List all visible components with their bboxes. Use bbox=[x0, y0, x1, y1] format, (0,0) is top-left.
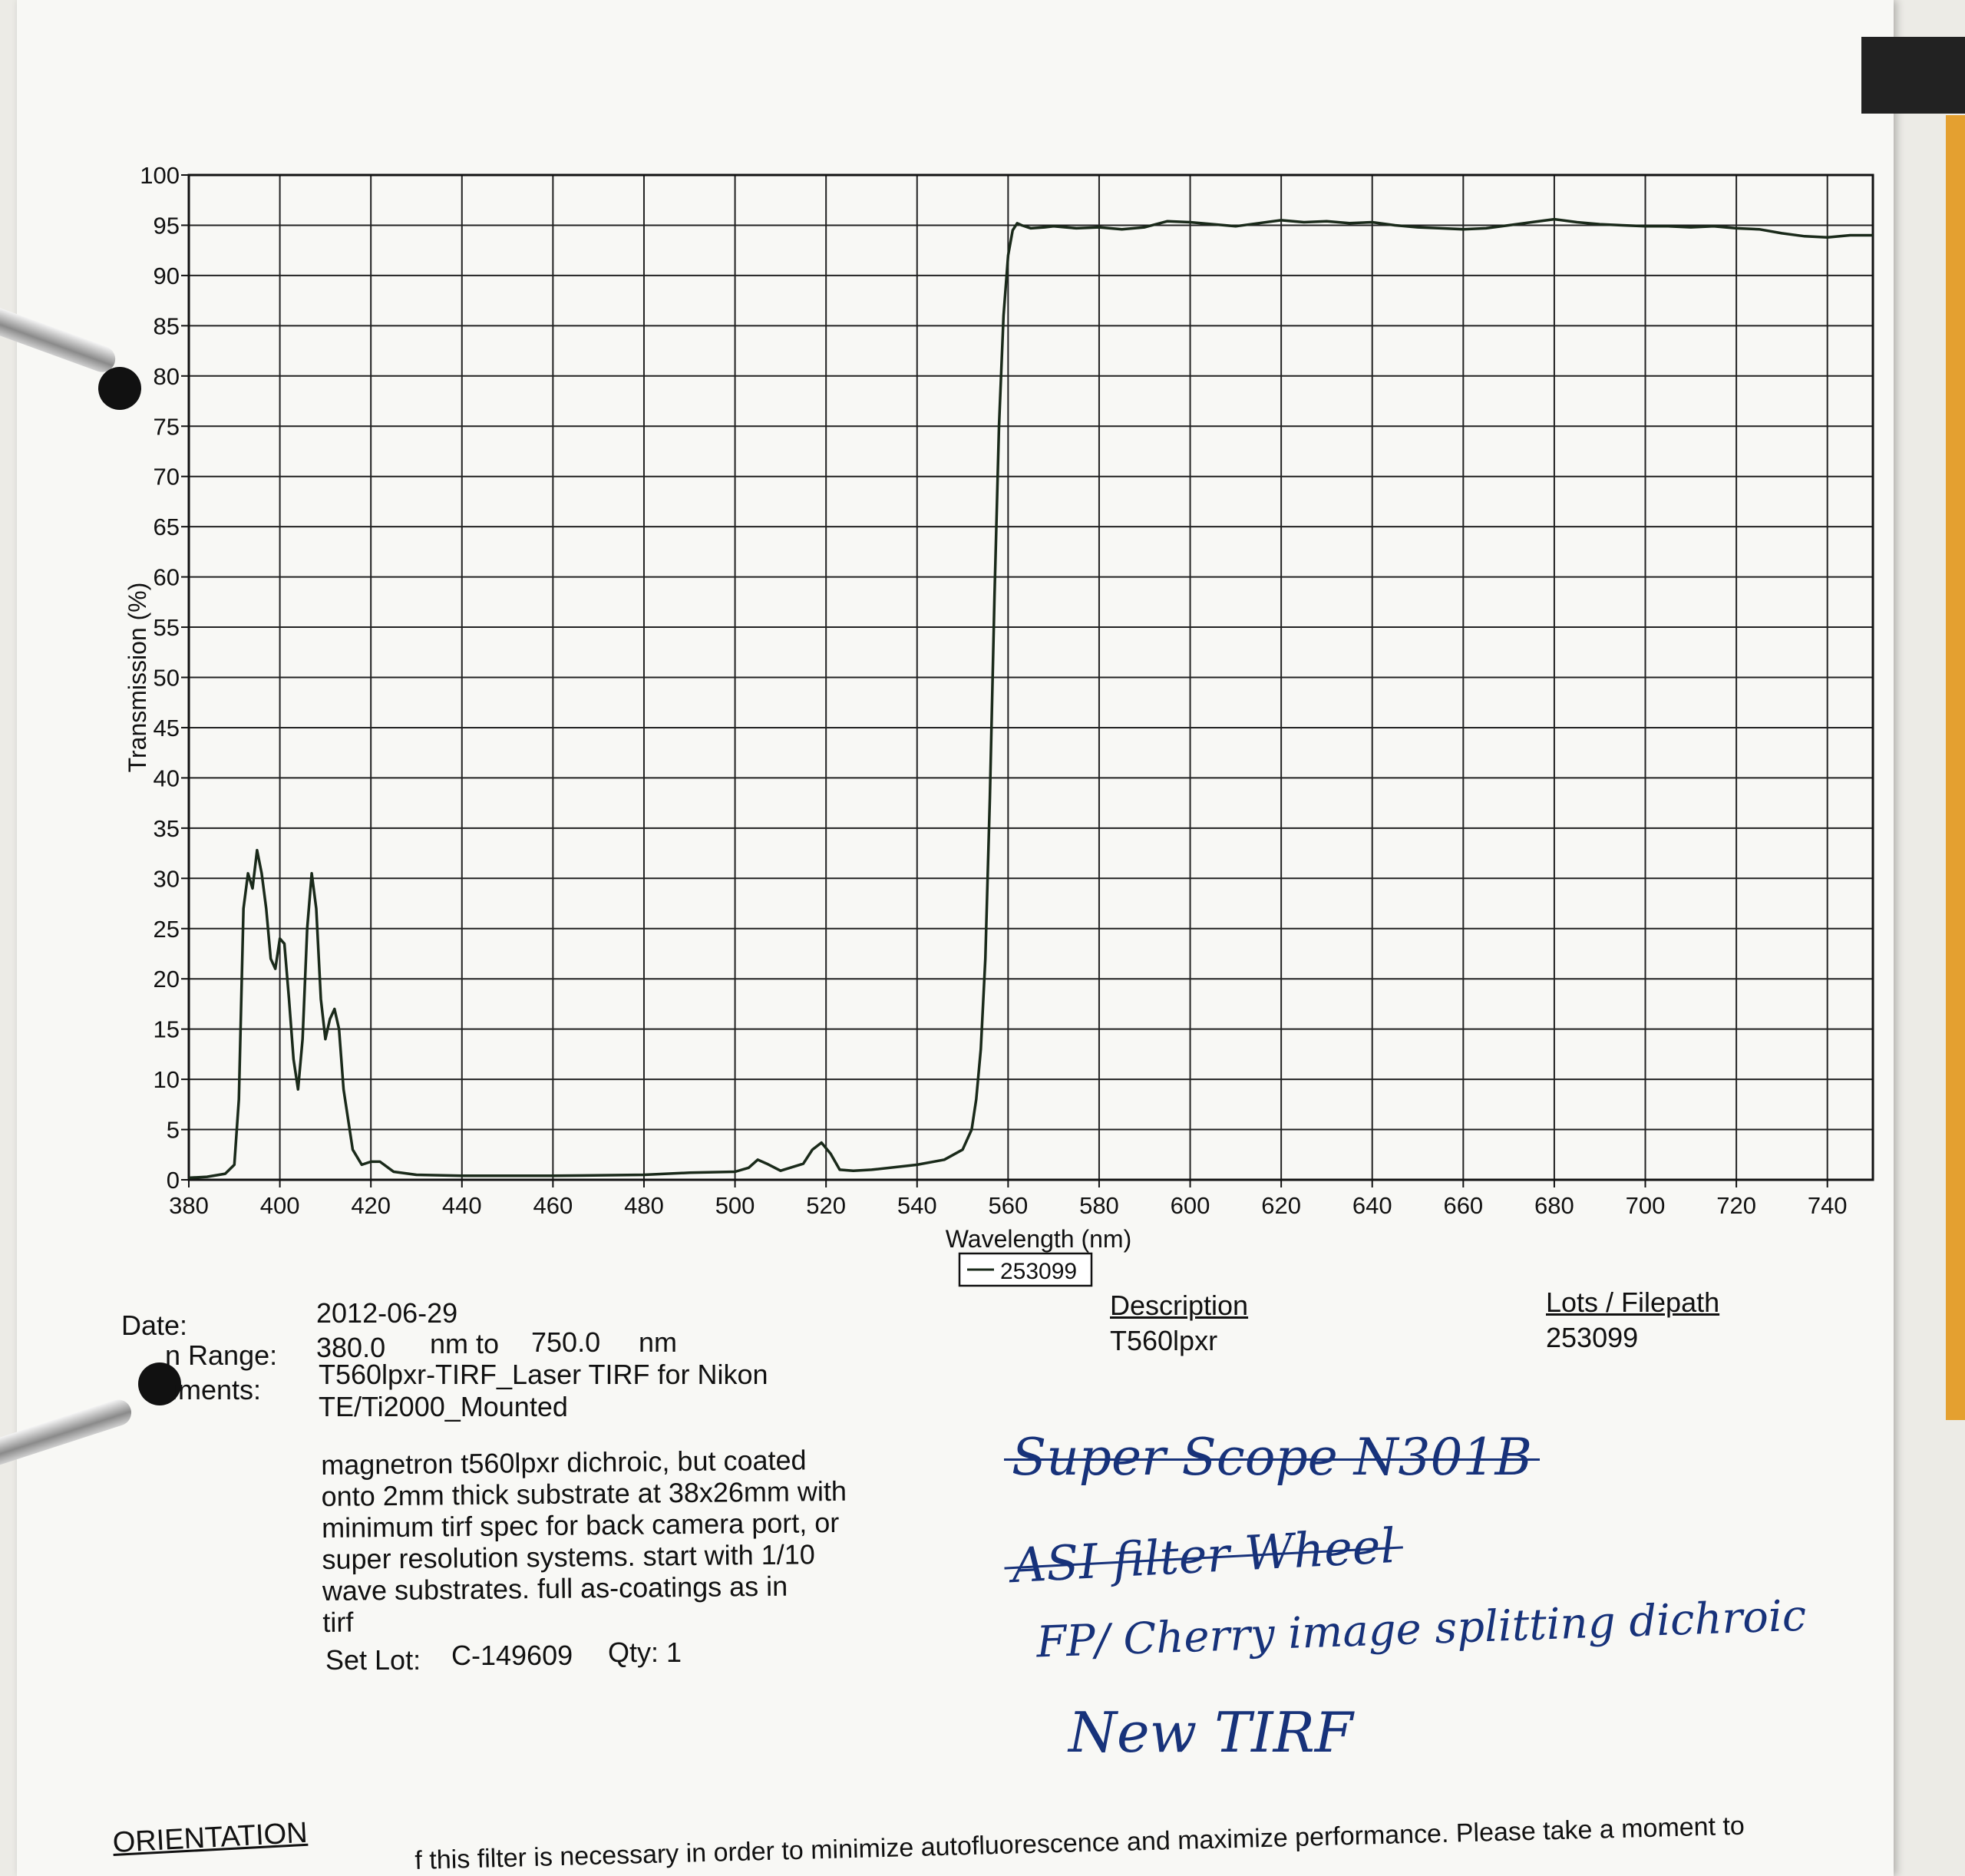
x-axis-ticks: 380 400 420 440 460 480 500 520 540 560 580 600 620 6… bbox=[169, 1180, 1848, 1219]
legend: 253099 bbox=[958, 1252, 1093, 1287]
x-tick-label: 660 bbox=[1443, 1192, 1483, 1219]
date-value: 2012-06-29 bbox=[316, 1297, 458, 1329]
date-label: Date: bbox=[121, 1310, 188, 1341]
set-lot-label: Set Lot: bbox=[325, 1644, 421, 1676]
y-tick-label: 15 bbox=[154, 1016, 180, 1043]
y-tick-label: 95 bbox=[154, 212, 180, 239]
x-tick-label: 480 bbox=[624, 1192, 664, 1219]
y-axis-ticks: 0 5 10 15 20 25 30 35 40 45 50 55 60 65 70 75 80 85 90 95 10… bbox=[140, 162, 189, 1194]
series-line-253099 bbox=[188, 217, 1873, 1180]
x-tick-label: 640 bbox=[1352, 1192, 1392, 1219]
paper-sheet bbox=[17, 0, 1894, 1876]
chart-grid bbox=[189, 175, 1873, 1180]
x-tick-label: 720 bbox=[1716, 1192, 1756, 1219]
qty-text: Qty: 1 bbox=[608, 1637, 682, 1668]
y-tick-label: 40 bbox=[154, 765, 180, 791]
y-tick-label: 75 bbox=[154, 413, 180, 440]
x-tick-label: 420 bbox=[351, 1192, 391, 1219]
y-tick-label: 55 bbox=[154, 614, 180, 641]
notes-line: tirf bbox=[322, 1606, 354, 1638]
x-tick-label: 500 bbox=[715, 1192, 755, 1219]
notes-line: minimum tirf spec for back camera port, … bbox=[321, 1506, 840, 1544]
x-tick-label: 680 bbox=[1534, 1192, 1574, 1219]
scan-unit-to: nm to bbox=[430, 1328, 500, 1359]
y-tick-label: 100 bbox=[140, 162, 180, 189]
x-axis-label: Wavelength (nm) bbox=[946, 1225, 1131, 1253]
x-tick-label: 600 bbox=[1171, 1192, 1210, 1219]
y-tick-label: 65 bbox=[154, 514, 180, 540]
y-tick-label: 45 bbox=[154, 715, 180, 741]
handwritten-note-4: New TIRF bbox=[1068, 1700, 1353, 1765]
x-tick-label: 740 bbox=[1808, 1192, 1848, 1219]
scan-start: 380.0 bbox=[316, 1332, 386, 1363]
y-tick-label: 90 bbox=[154, 263, 180, 289]
y-tick-label: 70 bbox=[154, 464, 180, 490]
x-tick-label: 620 bbox=[1261, 1192, 1301, 1219]
y-tick-label: 10 bbox=[154, 1066, 180, 1093]
lots-filepath-header: Lots / Filepath bbox=[1546, 1286, 1720, 1318]
y-tick-label: 20 bbox=[154, 966, 180, 992]
x-tick-label: 520 bbox=[806, 1192, 846, 1219]
description-value: T560lpxr bbox=[1110, 1325, 1218, 1356]
comments-line-2: TE/Ti2000_Mounted bbox=[319, 1391, 568, 1422]
legend-entry-253099: 253099 bbox=[1000, 1259, 1077, 1284]
scan-range-label: n Range: bbox=[165, 1339, 278, 1371]
notes-block: magnetron t560lpxr dichroic, but coated … bbox=[321, 1443, 907, 1638]
y-tick-label: 80 bbox=[154, 363, 180, 390]
x-tick-label: 700 bbox=[1626, 1192, 1666, 1219]
scan-end: 750.0 bbox=[531, 1326, 601, 1358]
x-tick-label: 540 bbox=[897, 1192, 937, 1219]
y-tick-label: 30 bbox=[154, 865, 180, 892]
x-tick-label: 560 bbox=[988, 1192, 1028, 1219]
x-tick-label: 460 bbox=[533, 1192, 573, 1219]
y-tick-label: 0 bbox=[167, 1167, 180, 1194]
description-header: Description bbox=[1110, 1290, 1249, 1321]
comments-line-1: T560lpxr-TIRF_Laser TIRF for Nikon bbox=[319, 1359, 768, 1390]
x-tick-label: 580 bbox=[1079, 1192, 1119, 1219]
y-tick-label: 50 bbox=[154, 665, 180, 692]
comments-label: ıments: bbox=[170, 1374, 262, 1405]
y-axis-label: Transmission (%) bbox=[124, 583, 151, 773]
y-tick-label: 5 bbox=[167, 1117, 180, 1144]
binder-edge bbox=[1946, 115, 1965, 1420]
lots-filepath-value: 253099 bbox=[1546, 1322, 1639, 1353]
set-lot-value: C-149609 bbox=[451, 1640, 573, 1671]
x-tick-label: 380 bbox=[169, 1192, 209, 1219]
binder-tab bbox=[1861, 37, 1965, 114]
handwritten-note-1: Super Scope N301B bbox=[1004, 1428, 1540, 1487]
y-tick-label: 25 bbox=[154, 916, 180, 943]
x-tick-label: 440 bbox=[442, 1192, 482, 1219]
x-tick-label: 400 bbox=[260, 1192, 300, 1219]
scan-unit: nm bbox=[639, 1326, 678, 1358]
y-tick-label: 85 bbox=[154, 312, 180, 339]
y-tick-label: 60 bbox=[154, 564, 180, 591]
y-tick-label: 35 bbox=[154, 815, 180, 842]
